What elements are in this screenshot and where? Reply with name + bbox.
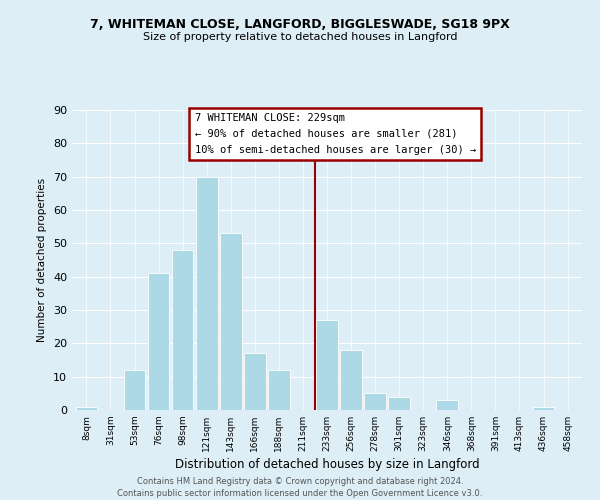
Y-axis label: Number of detached properties: Number of detached properties [37, 178, 47, 342]
Text: 7, WHITEMAN CLOSE, LANGFORD, BIGGLESWADE, SG18 9PX: 7, WHITEMAN CLOSE, LANGFORD, BIGGLESWADE… [90, 18, 510, 30]
Bar [436, 400, 458, 410]
Bar [76, 406, 97, 410]
Text: Contains public sector information licensed under the Open Government Licence v3: Contains public sector information licen… [118, 489, 482, 498]
Bar [340, 350, 362, 410]
Bar [172, 250, 193, 410]
Bar [196, 176, 218, 410]
Bar [124, 370, 145, 410]
Bar [244, 354, 266, 410]
Bar [316, 320, 338, 410]
Text: Contains HM Land Registry data © Crown copyright and database right 2024.: Contains HM Land Registry data © Crown c… [137, 478, 463, 486]
Bar [364, 394, 386, 410]
Bar [533, 406, 554, 410]
Bar [148, 274, 169, 410]
X-axis label: Distribution of detached houses by size in Langford: Distribution of detached houses by size … [175, 458, 479, 471]
Bar [268, 370, 290, 410]
Bar [388, 396, 410, 410]
Text: 7 WHITEMAN CLOSE: 229sqm
← 90% of detached houses are smaller (281)
10% of semi-: 7 WHITEMAN CLOSE: 229sqm ← 90% of detach… [194, 114, 476, 154]
Bar [220, 234, 242, 410]
Text: Size of property relative to detached houses in Langford: Size of property relative to detached ho… [143, 32, 457, 42]
